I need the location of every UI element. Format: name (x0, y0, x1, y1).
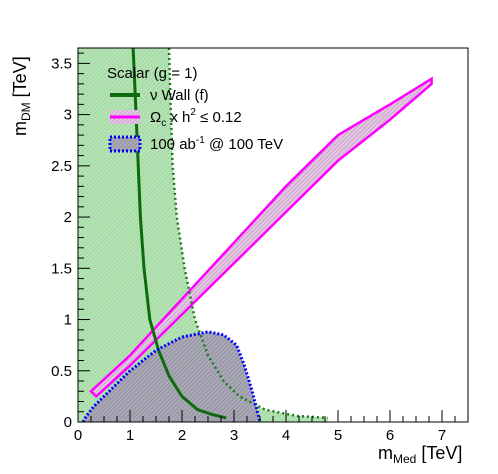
y-tick-label: 1.5 (51, 260, 72, 277)
neutrino-wall-region (78, 48, 328, 422)
y-tick-label: 3 (64, 107, 72, 124)
x-axis-title: mMed [TeV] (378, 443, 462, 466)
y-tick-label: 0.5 (51, 363, 72, 380)
plot-area (78, 48, 433, 422)
x-tick-label: 1 (126, 427, 134, 444)
y-tick-label: 2 (64, 209, 72, 226)
x-tick-label: 0 (74, 427, 82, 444)
legend-label-relic: Ωc x h2 ≤ 0.12 (150, 107, 242, 129)
x-tick-label: 6 (386, 427, 394, 444)
y-tick-label: 0 (64, 414, 72, 431)
y-tick-label: 2.5 (51, 158, 72, 175)
reach-contour (81, 330, 262, 422)
relic-band (89, 76, 433, 399)
legend-label-reach: 100 ab-1 @ 100 TeV (150, 135, 283, 153)
legend-label-nu-wall: ν Wall (f) (150, 87, 209, 104)
reach-region (83, 331, 260, 422)
x-tick-label: 2 (178, 427, 186, 444)
x-tick-label: 4 (282, 427, 290, 444)
legend: Scalar (g = 1) ν Wall (f) Ωc x h2 ≤ 0.12… (107, 65, 283, 153)
y-tick-label: 1 (64, 312, 72, 329)
y-axis-title: mDM[TeV] (10, 56, 33, 136)
axis-ticks: 0 1 2 3 4 5 6 7 0 0.5 1 1.5 2 2.5 3 3.5 (51, 52, 469, 444)
legend-header: Scalar (g = 1) (107, 65, 197, 82)
x-tick-label: 5 (334, 427, 342, 444)
x-tick-label: 3 (230, 427, 238, 444)
x-tick-label: 7 (438, 427, 446, 444)
legend-swatch-reach (108, 135, 142, 153)
y-tick-label: 3.5 (51, 55, 72, 72)
